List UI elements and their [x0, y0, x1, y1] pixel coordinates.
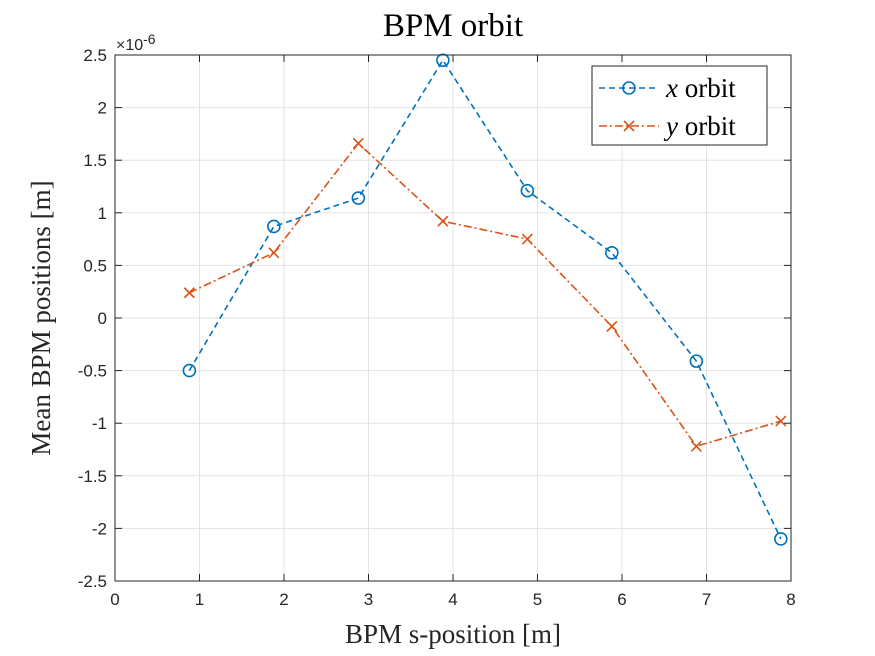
series-y-orbit	[183, 137, 787, 452]
x-tick-label: 7	[702, 590, 711, 609]
series-line-x-orbit	[188, 58, 782, 540]
data-point-x-orbit	[267, 219, 281, 234]
chart-title: BPM orbit	[383, 8, 523, 44]
series-x-orbit	[182, 53, 788, 546]
legend-rest-x: orbit	[678, 73, 736, 103]
x-axis-label: BPM s-position [m]	[345, 619, 561, 649]
data-point-x-orbit	[436, 53, 450, 68]
x-tick-label: 2	[279, 590, 288, 609]
y-exponent-power: -6	[143, 31, 156, 47]
data-point-y-orbit	[690, 440, 702, 452]
data-point-x-orbit	[689, 354, 704, 368]
data-point-y-orbit	[606, 320, 618, 332]
y-tick-label: 1	[98, 204, 107, 223]
legend-label-x-orbit: x orbit	[665, 73, 736, 103]
y-axis-label: Mean BPM positions [m]	[26, 180, 56, 455]
y-exponent-label: ×10-6	[116, 31, 156, 54]
data-point-x-orbit	[774, 532, 788, 546]
y-tick-label: -2	[92, 519, 107, 538]
data-point-x-orbit	[351, 191, 366, 205]
y-tick-label: 1.5	[83, 151, 107, 170]
data-point-y-orbit	[775, 415, 787, 427]
x-tick-label: 0	[110, 590, 119, 609]
data-point-y-orbit	[183, 287, 195, 299]
y-tick-label: 0	[98, 309, 107, 328]
x-tick-label: 5	[533, 590, 542, 609]
legend-label-y-orbit: y orbit	[663, 111, 736, 141]
data-point-y-orbit	[268, 247, 280, 259]
y-exponent-base: ×10	[116, 37, 143, 54]
x-tick-label: 3	[364, 590, 373, 609]
series-line-y-orbit	[189, 142, 782, 448]
x-tick-label: 1	[195, 590, 204, 609]
x-tick-label: 6	[617, 590, 626, 609]
legend: x orbit y orbit	[591, 65, 768, 146]
legend-marker-y-orbit	[623, 120, 635, 132]
tick-labels: 0 1 2 3 4 5 6 7 8 -2.5 -2 -1.5 -1 -0.5 0 0.5 1 1.5 2 2.5	[78, 46, 796, 609]
data-point-y-orbit	[437, 215, 449, 227]
data-point-x-orbit	[182, 363, 197, 378]
x-tick-label: 4	[448, 590, 457, 609]
y-tick-label: -1.5	[78, 467, 107, 486]
legend-var-y: y	[663, 111, 678, 141]
x-tick-label: 8	[786, 590, 795, 609]
y-tick-label: -2.5	[78, 572, 107, 591]
legend-entry-x-orbit: x orbit	[599, 73, 736, 103]
series-layer	[182, 53, 788, 546]
data-point-x-orbit	[605, 245, 619, 260]
y-tick-label: 2.5	[83, 46, 107, 65]
legend-var-x: x	[665, 73, 678, 103]
legend-marker-x-orbit	[622, 81, 636, 95]
grid-lines	[115, 55, 791, 581]
y-tick-label: 2	[98, 99, 107, 118]
y-tick-label: -0.5	[78, 362, 107, 381]
tick-marks	[114, 54, 792, 582]
y-tick-label: -1	[92, 414, 107, 433]
legend-rest-y: orbit	[678, 111, 736, 141]
y-tick-label: 0.5	[83, 256, 107, 275]
legend-box	[591, 65, 768, 146]
data-point-y-orbit	[521, 233, 533, 245]
legend-entry-y-orbit: y orbit	[599, 111, 736, 141]
data-point-x-orbit	[520, 183, 535, 198]
data-point-y-orbit	[352, 137, 364, 149]
